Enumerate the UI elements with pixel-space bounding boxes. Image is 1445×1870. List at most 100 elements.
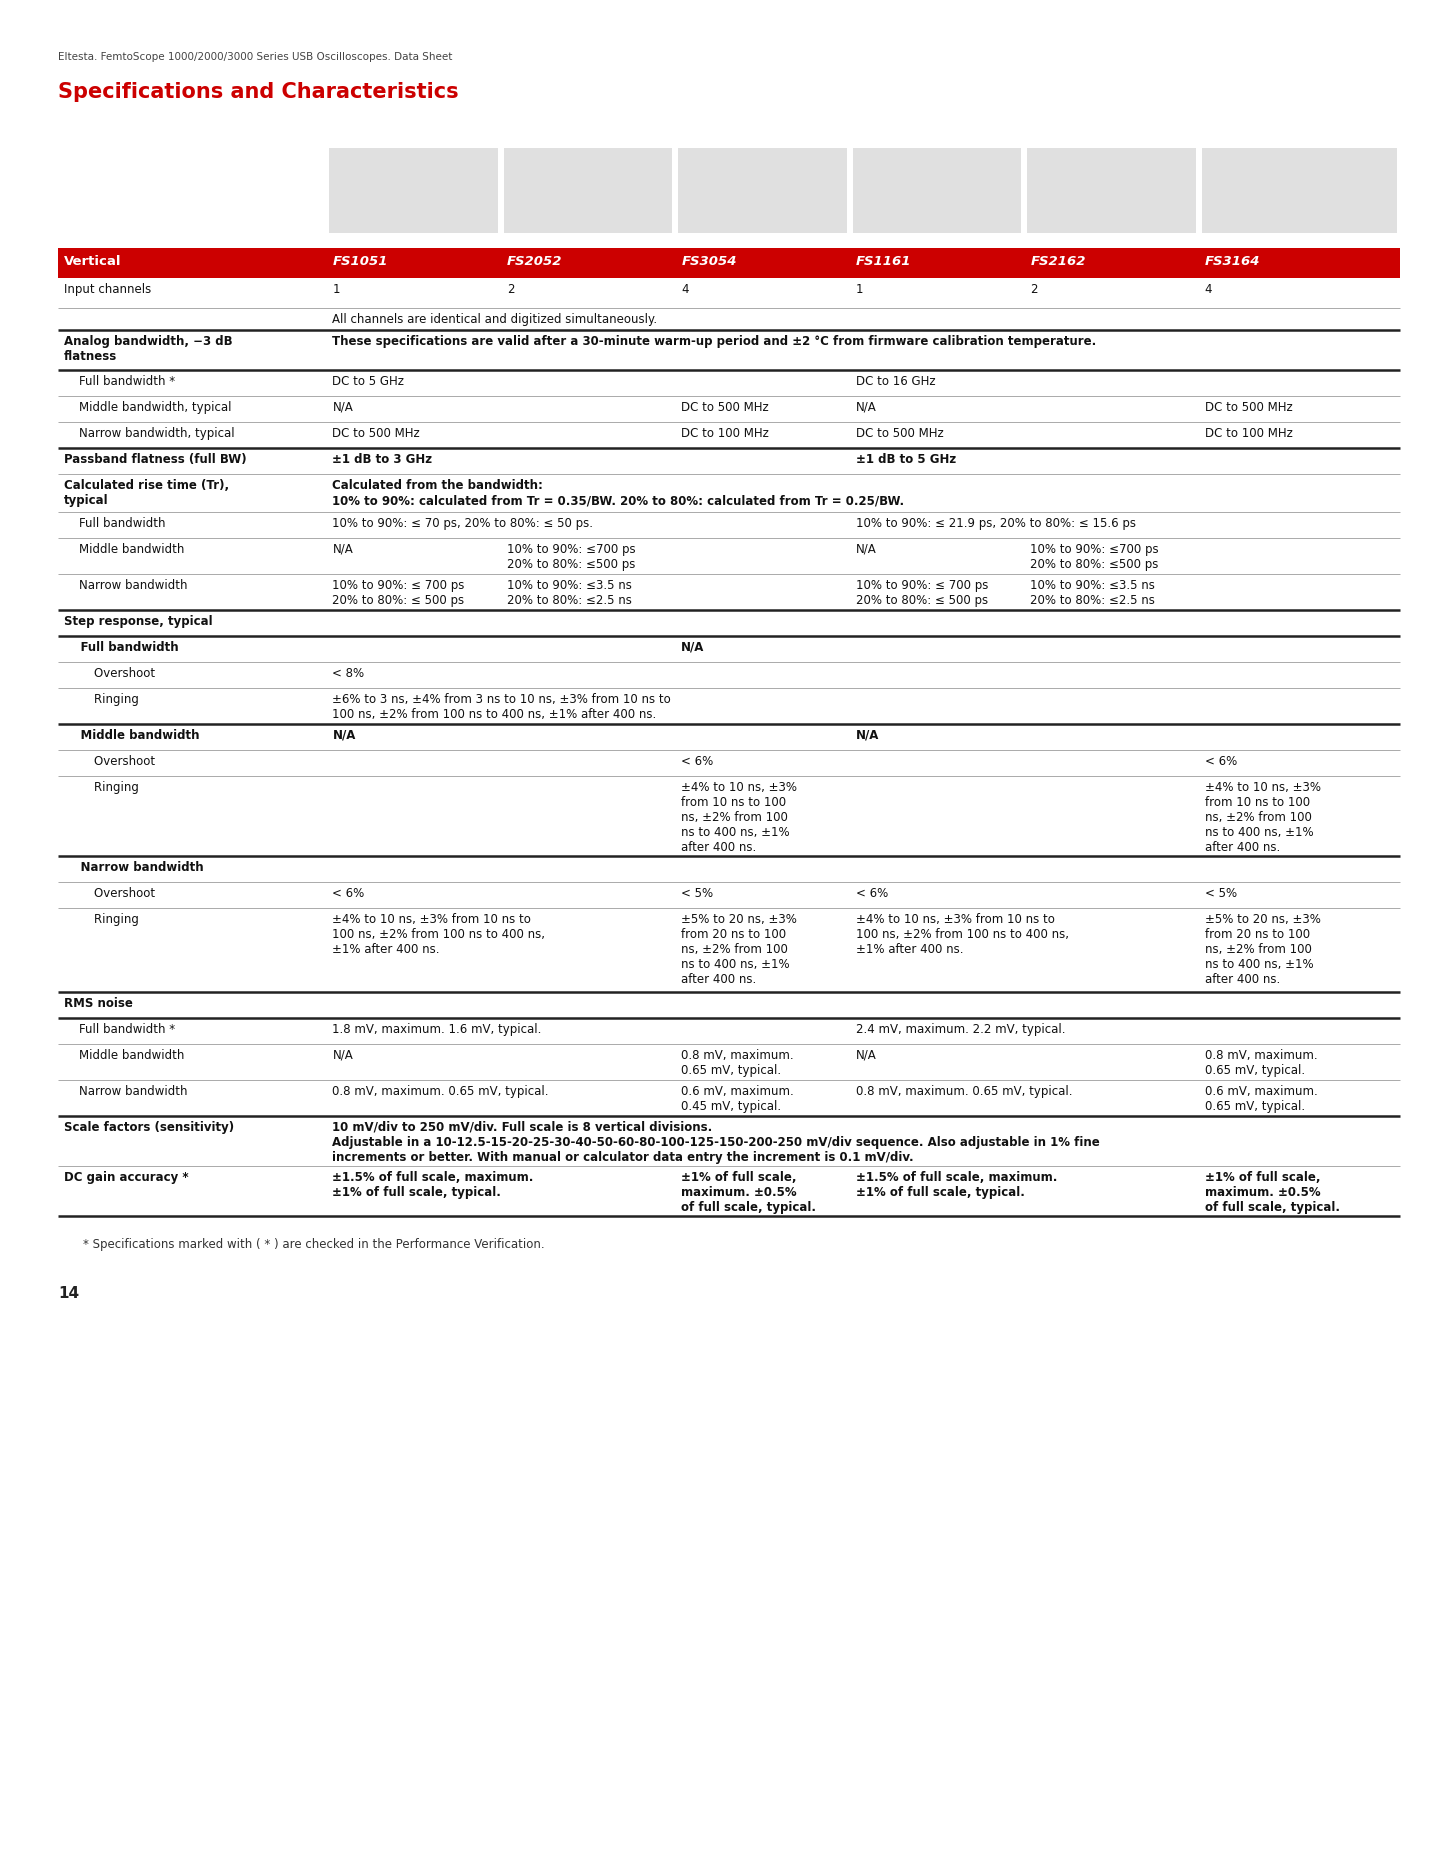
Text: These specifications are valid after a 30-minute warm-up period and ±2 °C from f: These specifications are valid after a 3… [332,335,1097,348]
Text: 10% to 90%: ≤ 21.9 ps, 20% to 80%: ≤ 15.6 ps: 10% to 90%: ≤ 21.9 ps, 20% to 80%: ≤ 15.… [855,516,1136,529]
Text: 0.8 mV, maximum.
0.65 mV, typical.: 0.8 mV, maximum. 0.65 mV, typical. [682,1049,793,1077]
Text: Full bandwidth *: Full bandwidth * [64,1023,175,1036]
Text: ±4% to 10 ns, ±3% from 10 ns to
100 ns, ±2% from 100 ns to 400 ns,
±1% after 400: ±4% to 10 ns, ±3% from 10 ns to 100 ns, … [332,913,545,956]
Text: Ringing: Ringing [64,913,139,926]
Text: < 8%: < 8% [332,668,364,681]
Text: Narrow bandwidth: Narrow bandwidth [64,1085,188,1098]
Text: < 6%: < 6% [855,886,889,899]
Text: FS2052: FS2052 [507,254,562,267]
Text: Overshoot: Overshoot [64,755,155,769]
Text: 10% to 90%: ≤700 ps
20% to 80%: ≤500 ps: 10% to 90%: ≤700 ps 20% to 80%: ≤500 ps [507,542,636,570]
Text: < 5%: < 5% [682,886,714,899]
Text: Overshoot: Overshoot [64,668,155,681]
Text: FS1051: FS1051 [332,254,387,267]
Text: N/A: N/A [332,400,353,413]
Text: ±1.5% of full scale, maximum.
±1% of full scale, typical.: ±1.5% of full scale, maximum. ±1% of ful… [332,1171,533,1199]
Text: 10 mV/div to 250 mV/div. Full scale is 8 vertical divisions.
Adjustable in a 10-: 10 mV/div to 250 mV/div. Full scale is 8… [332,1120,1100,1163]
Text: DC to 16 GHz: DC to 16 GHz [855,376,935,387]
Bar [678,148,847,234]
Text: 10% to 90%: ≤3.5 ns
20% to 80%: ≤2.5 ns: 10% to 90%: ≤3.5 ns 20% to 80%: ≤2.5 ns [1030,580,1155,608]
Text: 2.4 mV, maximum. 2.2 mV, typical.: 2.4 mV, maximum. 2.2 mV, typical. [855,1023,1065,1036]
Text: < 5%: < 5% [1205,886,1237,899]
Text: 2: 2 [507,282,514,295]
Text: Calculated from the bandwidth:
10% to 90%: calculated from Tr = 0.35/BW. 20% to : Calculated from the bandwidth: 10% to 90… [332,479,905,507]
Text: Vertical: Vertical [64,254,121,267]
Text: < 6%: < 6% [1205,755,1237,769]
Text: 4: 4 [682,282,689,295]
Text: 10% to 90%: ≤3.5 ns
20% to 80%: ≤2.5 ns: 10% to 90%: ≤3.5 ns 20% to 80%: ≤2.5 ns [507,580,631,608]
Text: 10% to 90%: ≤ 700 ps
20% to 80%: ≤ 500 ps: 10% to 90%: ≤ 700 ps 20% to 80%: ≤ 500 p… [332,580,465,608]
Bar [1202,148,1397,234]
Text: Ringing: Ringing [64,782,139,795]
Text: N/A: N/A [332,542,353,555]
Text: Step response, typical: Step response, typical [64,615,212,628]
Text: FS2162: FS2162 [1030,254,1085,267]
Text: N/A: N/A [855,400,877,413]
Text: 1: 1 [332,282,340,295]
Text: Narrow bandwidth: Narrow bandwidth [64,580,188,593]
Text: Eltesta. FemtoScope 1000/2000/3000 Series USB Oscilloscopes. Data Sheet: Eltesta. FemtoScope 1000/2000/3000 Serie… [58,52,452,62]
Text: All channels are identical and digitized simultaneously.: All channels are identical and digitized… [332,312,657,325]
Text: DC to 500 MHz: DC to 500 MHz [855,426,944,439]
Text: DC to 100 MHz: DC to 100 MHz [1205,426,1293,439]
Text: Narrow bandwidth, typical: Narrow bandwidth, typical [64,426,234,439]
Text: Input channels: Input channels [64,282,152,295]
Text: DC to 500 MHz: DC to 500 MHz [332,426,420,439]
Text: 10% to 90%: ≤ 700 ps
20% to 80%: ≤ 500 ps: 10% to 90%: ≤ 700 ps 20% to 80%: ≤ 500 p… [855,580,988,608]
Text: ±4% to 10 ns, ±3%
from 10 ns to 100
ns, ±2% from 100
ns to 400 ns, ±1%
after 400: ±4% to 10 ns, ±3% from 10 ns to 100 ns, … [682,782,798,855]
Text: ±1 dB to 5 GHz: ±1 dB to 5 GHz [855,453,957,466]
Bar [58,249,1400,279]
Text: ±4% to 10 ns, ±3% from 10 ns to
100 ns, ±2% from 100 ns to 400 ns,
±1% after 400: ±4% to 10 ns, ±3% from 10 ns to 100 ns, … [855,913,1069,956]
Text: ±1 dB to 3 GHz: ±1 dB to 3 GHz [332,453,432,466]
Text: Middle bandwidth: Middle bandwidth [64,1049,185,1062]
Text: N/A: N/A [855,1049,877,1062]
Text: * Specifications marked with ( * ) are checked in the Performance Verification.: * Specifications marked with ( * ) are c… [82,1238,545,1251]
Text: Passband flatness (full BW): Passband flatness (full BW) [64,453,247,466]
Text: ±1% of full scale,
maximum. ±0.5%
of full scale, typical.: ±1% of full scale, maximum. ±0.5% of ful… [682,1171,816,1214]
Text: 14: 14 [58,1287,79,1302]
Text: FS3054: FS3054 [682,254,737,267]
Text: DC to 100 MHz: DC to 100 MHz [682,426,769,439]
Text: N/A: N/A [332,1049,353,1062]
Text: 1.8 mV, maximum. 1.6 mV, typical.: 1.8 mV, maximum. 1.6 mV, typical. [332,1023,542,1036]
Text: 1: 1 [855,282,863,295]
Text: ±5% to 20 ns, ±3%
from 20 ns to 100
ns, ±2% from 100
ns to 400 ns, ±1%
after 400: ±5% to 20 ns, ±3% from 20 ns to 100 ns, … [682,913,798,985]
Text: ±6% to 3 ns, ±4% from 3 ns to 10 ns, ±3% from 10 ns to
100 ns, ±2% from 100 ns t: ±6% to 3 ns, ±4% from 3 ns to 10 ns, ±3%… [332,694,670,722]
Text: Narrow bandwidth: Narrow bandwidth [64,860,204,873]
Text: 0.8 mV, maximum. 0.65 mV, typical.: 0.8 mV, maximum. 0.65 mV, typical. [332,1085,549,1098]
Text: DC to 500 MHz: DC to 500 MHz [682,400,769,413]
Text: Analog bandwidth, −3 dB
flatness: Analog bandwidth, −3 dB flatness [64,335,233,363]
Text: ±5% to 20 ns, ±3%
from 20 ns to 100
ns, ±2% from 100
ns to 400 ns, ±1%
after 400: ±5% to 20 ns, ±3% from 20 ns to 100 ns, … [1205,913,1321,985]
Text: DC gain accuracy *: DC gain accuracy * [64,1171,189,1184]
Text: DC to 5 GHz: DC to 5 GHz [332,376,405,387]
Text: Ringing: Ringing [64,694,139,707]
Bar [1027,148,1195,234]
Text: 2: 2 [1030,282,1038,295]
Bar [504,148,672,234]
Text: N/A: N/A [682,641,705,654]
Text: FS1161: FS1161 [855,254,912,267]
Bar [853,148,1022,234]
Text: 4: 4 [1205,282,1212,295]
Text: ±4% to 10 ns, ±3%
from 10 ns to 100
ns, ±2% from 100
ns to 400 ns, ±1%
after 400: ±4% to 10 ns, ±3% from 10 ns to 100 ns, … [1205,782,1321,855]
Text: 0.8 mV, maximum. 0.65 mV, typical.: 0.8 mV, maximum. 0.65 mV, typical. [855,1085,1072,1098]
Text: 0.6 mV, maximum.
0.45 mV, typical.: 0.6 mV, maximum. 0.45 mV, typical. [682,1085,795,1113]
Text: Middle bandwidth: Middle bandwidth [64,729,199,742]
Text: 0.6 mV, maximum.
0.65 mV, typical.: 0.6 mV, maximum. 0.65 mV, typical. [1205,1085,1318,1113]
Text: Specifications and Characteristics: Specifications and Characteristics [58,82,458,103]
Text: 0.8 mV, maximum.
0.65 mV, typical.: 0.8 mV, maximum. 0.65 mV, typical. [1205,1049,1318,1077]
Text: N/A: N/A [332,729,355,742]
Bar [329,148,499,234]
Text: FS3164: FS3164 [1205,254,1260,267]
Text: ±1.5% of full scale, maximum.
±1% of full scale, typical.: ±1.5% of full scale, maximum. ±1% of ful… [855,1171,1058,1199]
Text: Calculated rise time (Tr),
typical: Calculated rise time (Tr), typical [64,479,230,507]
Text: < 6%: < 6% [682,755,714,769]
Text: DC to 500 MHz: DC to 500 MHz [1205,400,1292,413]
Text: Middle bandwidth, typical: Middle bandwidth, typical [64,400,231,413]
Text: Full bandwidth: Full bandwidth [64,641,179,654]
Text: Overshoot: Overshoot [64,886,155,899]
Text: 10% to 90%: ≤700 ps
20% to 80%: ≤500 ps: 10% to 90%: ≤700 ps 20% to 80%: ≤500 ps [1030,542,1159,570]
Text: N/A: N/A [855,729,879,742]
Text: < 6%: < 6% [332,886,364,899]
Text: Full bandwidth *: Full bandwidth * [64,376,175,387]
